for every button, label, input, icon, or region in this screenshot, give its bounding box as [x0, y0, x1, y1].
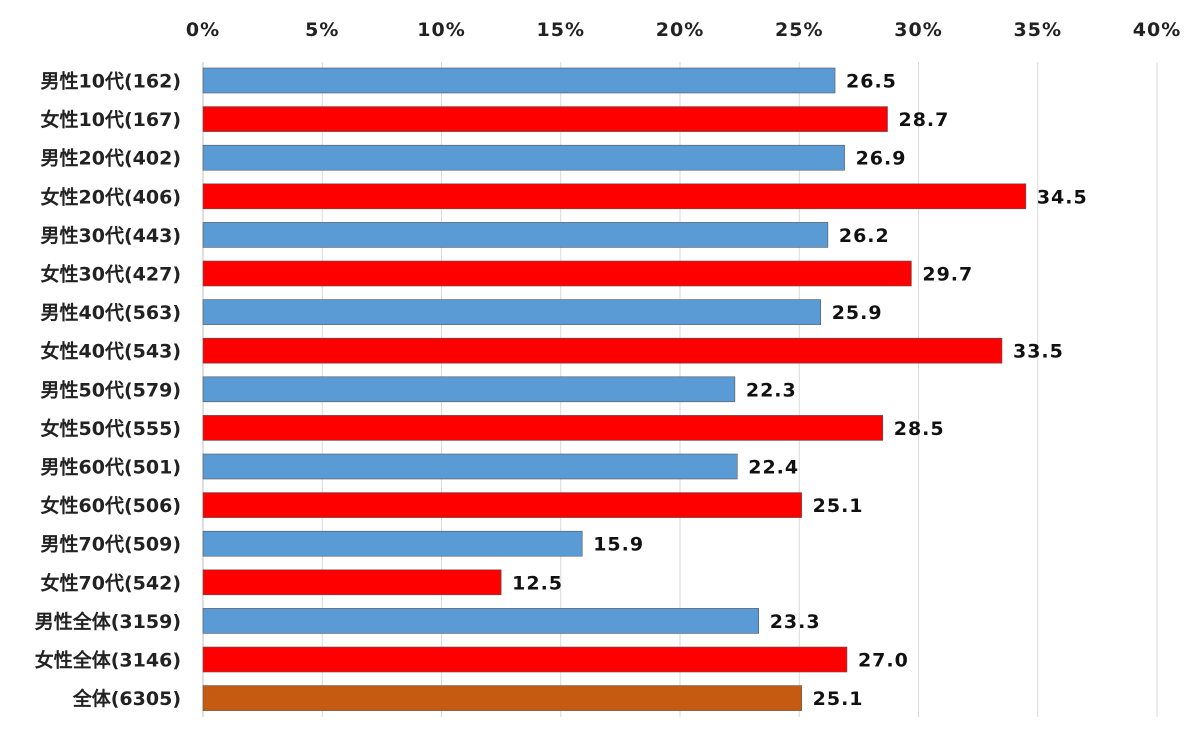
x-axis-ticks: 0% 5% 10% 15% 20% 25% 30% 35% 40%	[186, 19, 1181, 41]
data-label: 33.5	[1013, 341, 1064, 363]
category-label: 女性30代(427)	[41, 263, 181, 286]
bar-female	[202, 492, 802, 518]
category-label: 女性全体(3146)	[35, 649, 181, 672]
category-labels: 男性10代(162) 女性10代(167) 男性20代(402) 女性20代(406)…	[35, 70, 181, 711]
x-tick-label: 5%	[305, 19, 339, 41]
bar-female	[202, 260, 912, 287]
category-label: 女性20代(406)	[41, 185, 181, 208]
bar-female	[202, 183, 1027, 210]
bar-male	[202, 376, 736, 403]
category-label: 男性全体(3159)	[35, 610, 181, 633]
bar-male	[202, 453, 738, 480]
x-tick-label: 0%	[186, 19, 220, 41]
bar-male	[202, 222, 829, 248]
data-label: 25.9	[832, 302, 883, 324]
x-tick-label: 15%	[537, 19, 585, 41]
bar-female	[202, 569, 502, 596]
category-label: 女性40代(543)	[41, 340, 181, 363]
data-label: 12.5	[512, 572, 563, 594]
data-label: 26.5	[846, 71, 897, 93]
data-label: 29.7	[922, 264, 973, 286]
bar-male	[202, 530, 583, 557]
category-label: 女性50代(555)	[41, 417, 181, 440]
category-label: 女性10代(167)	[41, 108, 181, 131]
data-label: 15.9	[593, 534, 644, 556]
category-label: 男性70代(509)	[41, 533, 181, 556]
category-label: 男性20代(402)	[41, 147, 181, 170]
category-label: 男性30代(443)	[41, 224, 181, 247]
bar-male	[202, 144, 845, 171]
x-tick-label: 35%	[1014, 19, 1062, 41]
x-tick-label: 10%	[417, 19, 465, 41]
data-label: 28.7	[898, 109, 949, 131]
x-tick-label: 25%	[775, 19, 823, 41]
data-label: 22.3	[746, 379, 797, 401]
x-tick-label: 40%	[1133, 19, 1181, 41]
data-label: 27.0	[858, 650, 909, 672]
data-label: 28.5	[894, 418, 945, 440]
bar-female	[202, 646, 848, 673]
data-label: 34.5	[1037, 186, 1088, 208]
category-label: 男性40代(563)	[41, 301, 181, 324]
data-label: 22.4	[748, 457, 799, 479]
x-tick-label: 20%	[656, 19, 704, 41]
bar-male	[202, 67, 836, 94]
category-label: 女性60代(506)	[41, 494, 181, 517]
category-label: 男性60代(501)	[41, 456, 181, 479]
data-label: 26.2	[839, 225, 890, 247]
bar-total	[202, 685, 802, 711]
bars	[202, 67, 1027, 711]
category-label: 女性70代(542)	[41, 571, 181, 594]
category-label: 全体(6305)	[72, 687, 181, 710]
bar-male	[202, 299, 822, 325]
category-label: 男性10代(162)	[41, 70, 181, 93]
bar-female	[202, 415, 884, 441]
bar-male	[202, 608, 760, 634]
value-labels: 26.528.7 26.9 34.5 26.2 29.7 25.9 33.5 22.3 28.5…	[512, 71, 1088, 711]
data-label: 25.1	[813, 495, 864, 517]
data-label: 26.9	[856, 148, 907, 170]
data-label: 23.3	[770, 611, 821, 633]
x-tick-label: 30%	[894, 19, 942, 41]
bar-female	[202, 106, 888, 132]
category-label: 男性50代(579)	[41, 378, 181, 401]
data-label: 25.1	[813, 688, 864, 710]
bar-female	[202, 337, 1003, 364]
